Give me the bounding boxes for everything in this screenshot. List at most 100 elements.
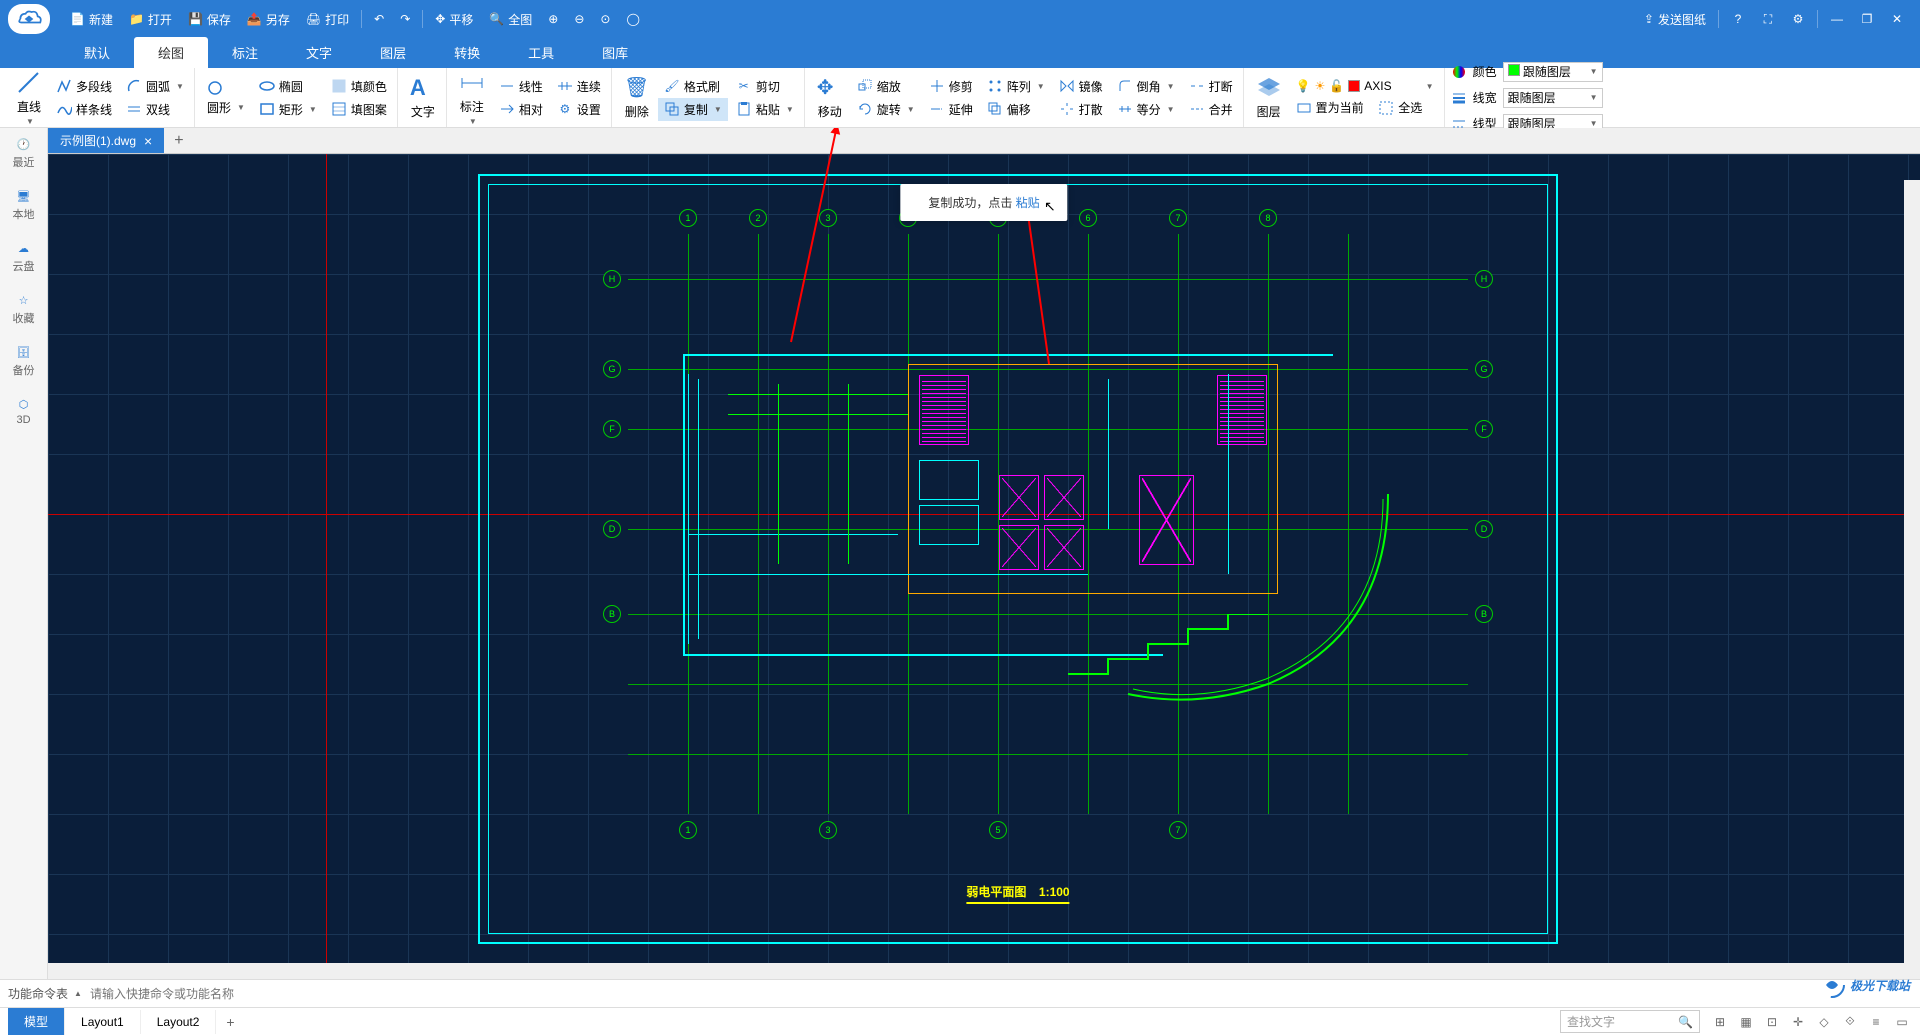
- trim-tool[interactable]: 修剪: [923, 75, 979, 98]
- maximize-button[interactable]: ❐: [1852, 4, 1882, 34]
- zoom-out-icon: ⊖: [574, 12, 584, 26]
- cont-dim-tool[interactable]: 连续: [551, 75, 607, 98]
- open-button[interactable]: 📁打开: [121, 7, 180, 32]
- zoom-out-button[interactable]: ⊖: [566, 8, 592, 30]
- saveas-button[interactable]: 📤另存: [239, 7, 298, 32]
- arc-tool[interactable]: 圆弧▼: [120, 75, 190, 98]
- scale-tool[interactable]: 缩放: [851, 75, 921, 98]
- format-tool[interactable]: 🖌格式刷: [658, 75, 728, 98]
- setcurrent-tool[interactable]: 置为当前 全选: [1290, 96, 1440, 119]
- sidebar-recent[interactable]: 🕐最近: [0, 128, 47, 180]
- polar-toggle[interactable]: ✛: [1788, 1012, 1808, 1032]
- find-text-input[interactable]: 查找文字🔍: [1560, 1010, 1700, 1033]
- model-toggle[interactable]: ▭: [1892, 1012, 1912, 1032]
- close-button[interactable]: ✕: [1882, 4, 1912, 34]
- color-prop[interactable]: 颜色 跟随图层▼: [1451, 60, 1603, 84]
- mirror-tool[interactable]: 镜像: [1053, 75, 1109, 98]
- brush-icon: 🖌: [664, 78, 680, 94]
- dim-tool[interactable]: 标注▼: [453, 66, 491, 130]
- menu-convert[interactable]: 转换: [430, 37, 504, 68]
- vertical-scrollbar[interactable]: [1904, 180, 1920, 979]
- fit-button[interactable]: 🔍全图: [481, 7, 540, 32]
- menu-library[interactable]: 图库: [578, 37, 652, 68]
- circle-tool[interactable]: [201, 77, 251, 99]
- delete-tool[interactable]: 🗑删除: [618, 71, 656, 124]
- offset-tool[interactable]: 偏移: [981, 98, 1051, 121]
- help-button[interactable]: ?: [1723, 4, 1753, 34]
- drawing-canvas[interactable]: H G F D B H G F D B 1 2 3 4 5: [48, 154, 1920, 979]
- text-tool[interactable]: A文字: [404, 71, 442, 124]
- new-button[interactable]: 📄新建: [62, 7, 121, 32]
- redo-button[interactable]: ↷: [392, 8, 418, 30]
- copy-tool[interactable]: 复制▼: [658, 98, 728, 121]
- fullscreen-button[interactable]: ⛶: [1753, 4, 1783, 34]
- sidebar-backup[interactable]: 🗄备份: [0, 336, 47, 388]
- add-tab-button[interactable]: +: [164, 128, 193, 154]
- pan-button[interactable]: ✥平移: [427, 7, 481, 32]
- fillet-tool[interactable]: 倒角▼: [1111, 75, 1181, 98]
- dline-tool[interactable]: 双线: [120, 98, 190, 121]
- grid-toggle[interactable]: ▦: [1736, 1012, 1756, 1032]
- snap-toggle[interactable]: ⊞: [1710, 1012, 1730, 1032]
- lineweight-prop[interactable]: 线宽跟随图层▼: [1451, 86, 1603, 110]
- doc-tab-active[interactable]: 示例图(1).dwg×: [48, 128, 164, 153]
- hatch-tool[interactable]: 填图案: [325, 98, 393, 121]
- osnap-toggle[interactable]: ◇: [1814, 1012, 1834, 1032]
- sidebar-cloud[interactable]: ☁云盘: [0, 232, 47, 284]
- horizontal-scrollbar[interactable]: [48, 963, 1904, 979]
- layout-2[interactable]: Layout2: [141, 1010, 217, 1034]
- line-tool[interactable]: 直线▼: [10, 66, 48, 130]
- ellipse-tool[interactable]: 椭圆: [253, 75, 323, 98]
- break-tool[interactable]: 打断: [1183, 75, 1239, 98]
- close-tab-icon[interactable]: ×: [144, 133, 152, 149]
- track-toggle[interactable]: ⟐: [1840, 1012, 1860, 1032]
- dim-settings-tool[interactable]: ⚙设置: [551, 98, 607, 121]
- undo-button[interactable]: ↶: [366, 8, 392, 30]
- menu-layer[interactable]: 图层: [356, 37, 430, 68]
- layout-model[interactable]: 模型: [8, 1008, 65, 1035]
- save-button[interactable]: 💾保存: [180, 7, 239, 32]
- layer-panel[interactable]: 图层: [1250, 71, 1288, 124]
- circle-icon: [207, 80, 223, 96]
- lineweight-toggle[interactable]: ≡: [1866, 1012, 1886, 1032]
- menu-tools[interactable]: 工具: [504, 37, 578, 68]
- explode-tool[interactable]: 打散: [1053, 98, 1109, 121]
- rotate-tool[interactable]: 旋转▼: [851, 98, 921, 121]
- join-tool[interactable]: 合并: [1183, 98, 1239, 121]
- send-drawing-button[interactable]: ⇪发送图纸: [1636, 7, 1714, 32]
- settings-button[interactable]: ⚙: [1783, 4, 1813, 34]
- sidebar-favorite[interactable]: ☆收藏: [0, 284, 47, 336]
- menu-default[interactable]: 默认: [60, 37, 134, 68]
- rel-dim-tool[interactable]: 相对: [493, 98, 549, 121]
- menu-text[interactable]: 文字: [282, 37, 356, 68]
- zoom-in-button[interactable]: ⊕: [540, 8, 566, 30]
- cut-tool[interactable]: ✂剪切: [730, 75, 800, 98]
- minimize-button[interactable]: ―: [1822, 4, 1852, 34]
- linear-dim-tool[interactable]: 线性: [493, 75, 549, 98]
- layer-select[interactable]: 💡☀🔓AXIS▼: [1290, 76, 1440, 96]
- command-label[interactable]: 功能命令表▲: [8, 985, 82, 1002]
- command-input[interactable]: [90, 987, 490, 1001]
- spline-tool[interactable]: 样条线: [50, 98, 118, 121]
- print-button[interactable]: 🖨打印: [298, 7, 357, 32]
- ortho-toggle[interactable]: ⊡: [1762, 1012, 1782, 1032]
- add-layout-button[interactable]: +: [216, 1010, 244, 1034]
- sidebar-local[interactable]: 🖥本地: [0, 180, 47, 232]
- menu-annotate[interactable]: 标注: [208, 37, 282, 68]
- equal-tool[interactable]: 等分▼: [1111, 98, 1181, 121]
- trash-icon: 🗑: [624, 75, 650, 101]
- paste-tool[interactable]: 粘贴▼: [730, 98, 800, 121]
- polyline-tool[interactable]: 多段线: [50, 75, 118, 98]
- move-tool[interactable]: ✥移动: [811, 71, 849, 124]
- rect-tool[interactable]: 矩形▼: [253, 98, 323, 121]
- extend-tool[interactable]: 延伸: [923, 98, 979, 121]
- paste-link[interactable]: 粘贴: [1016, 196, 1040, 210]
- array-tool[interactable]: 阵列▼: [981, 75, 1051, 98]
- zoom-window-button[interactable]: ⊙: [592, 8, 618, 30]
- menu-draw[interactable]: 绘图: [134, 37, 208, 68]
- fillcolor-tool[interactable]: 填颜色: [325, 75, 393, 98]
- zoom-extents-button[interactable]: ◯: [618, 8, 647, 30]
- layout-1[interactable]: Layout1: [65, 1010, 141, 1034]
- sidebar-3d[interactable]: ⬡3D: [0, 388, 47, 436]
- zoom-window-icon: ⊙: [600, 12, 610, 26]
